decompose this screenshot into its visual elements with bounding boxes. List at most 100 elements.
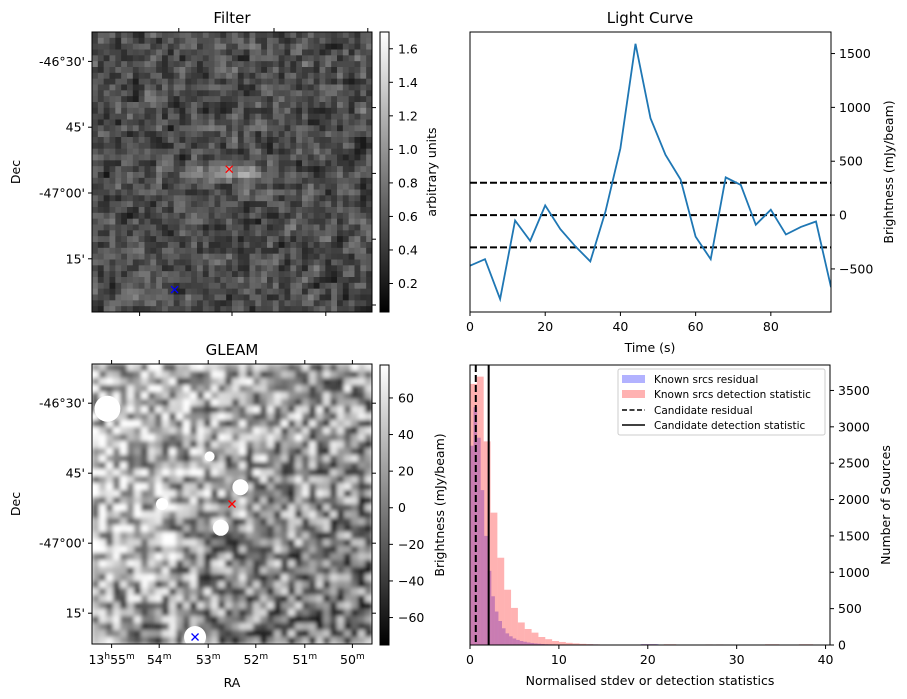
filter-pixel (296, 230, 303, 237)
gleam-y-tick-label: 15' (66, 606, 85, 621)
filter-pixel (307, 142, 315, 150)
gleam-pixel (288, 630, 296, 638)
filter-pixel (179, 242, 186, 249)
gleam-pixel (330, 448, 338, 456)
filter-pixel (214, 102, 221, 109)
gleam-pixel (253, 637, 261, 644)
filter-pixel (360, 259, 367, 266)
tick-superscript: m (308, 652, 317, 662)
filter-pixel (132, 201, 140, 208)
filter-pixel (296, 189, 303, 196)
gleam-pixel (253, 434, 261, 442)
gleam-pixel (204, 637, 212, 644)
filter-pixel (348, 300, 355, 307)
filter-pixel (342, 224, 350, 231)
filter-pixel (313, 306, 320, 313)
filter-pixel (337, 282, 344, 290)
filter-pixel (162, 32, 169, 39)
filter-pixel (366, 189, 373, 196)
filter-pixel (290, 212, 297, 220)
gleam-pixel (323, 504, 331, 512)
y-tick-label: 500 (839, 154, 863, 169)
gleam-pixel (358, 406, 366, 414)
gleam-pixel (120, 469, 128, 477)
gleam-pixel (218, 371, 226, 379)
filter-pixel (284, 294, 291, 301)
filter-pixel (261, 78, 268, 85)
filter-pixel (331, 265, 338, 272)
gleam-pixel (218, 448, 226, 456)
filter-pixel (156, 166, 163, 173)
gleam-pixel (337, 616, 345, 624)
gleam-x-ticks: 13h55m 54m 53m 52m 51m 50m (88, 360, 365, 667)
gleam-pixel (127, 483, 135, 491)
gleam-pixel (190, 609, 198, 617)
filter-pixel (325, 125, 332, 132)
filter-pixel (337, 160, 344, 167)
filter-pixel (255, 107, 262, 115)
gleam-pixel (197, 385, 205, 393)
gleam-pixel (246, 602, 254, 610)
histogram-bar (537, 643, 542, 645)
gleam-pixel (316, 511, 324, 519)
gleam-pixel (288, 609, 296, 617)
gleam-image (92, 364, 372, 644)
gleam-pixel (176, 581, 184, 589)
filter-pixel (115, 271, 122, 278)
filter-pixel (202, 107, 210, 115)
histogram-bar (545, 639, 553, 645)
filter-pixel (92, 84, 99, 91)
gleam-pixel (274, 441, 282, 449)
gleam-pixel (190, 399, 198, 407)
gleam-pixel (99, 364, 107, 372)
filter-pixel (220, 259, 227, 266)
filter-pixel (179, 189, 186, 196)
gleam-pixel (246, 560, 254, 568)
filter-pixel (173, 119, 180, 126)
filter-pixel (156, 265, 163, 272)
filter-pixel (208, 172, 215, 179)
gleam-pixel (344, 623, 352, 631)
gleam-pixel (197, 511, 205, 519)
gleam-pixel (106, 602, 114, 610)
gleam-pixel (134, 602, 142, 610)
filter-pixel (261, 259, 268, 266)
filter-pixel (272, 96, 280, 103)
gleam-pixel (288, 448, 296, 456)
filter-pixel (150, 32, 157, 39)
filter-pixel (127, 177, 134, 185)
gleam-pixel (281, 413, 289, 421)
filter-pixel (97, 218, 105, 225)
filter-pixel (325, 282, 332, 290)
gleam-pixel (197, 434, 205, 442)
filter-pixel (360, 288, 367, 295)
filter-pixel (156, 300, 163, 307)
filter-pixel (202, 113, 210, 120)
gleam-pixel (169, 462, 177, 470)
colorbar-tick-label: 0 (398, 500, 406, 515)
gleam-pixel (99, 630, 107, 638)
filter-pixel (337, 253, 344, 260)
filter-pixel (121, 61, 128, 68)
filter-pixel (115, 37, 122, 45)
filter-pixel (144, 43, 151, 50)
gleam-pixel (302, 630, 310, 638)
filter-pixel (267, 113, 274, 120)
filter-pixel (325, 142, 332, 150)
gleam-pixel (281, 455, 289, 463)
filter-pixel (97, 282, 105, 290)
gleam-pixel (169, 532, 177, 540)
filter-pixel (307, 55, 315, 62)
filter-pixel (302, 90, 309, 97)
filter-pixel (220, 294, 227, 301)
filter-pixel (348, 154, 355, 161)
gleam-pixel (337, 581, 345, 589)
filter-pixel (307, 160, 315, 167)
filter-pixel (173, 72, 180, 80)
x-marker-stroke (191, 633, 199, 641)
filter-pixel (313, 265, 320, 272)
gleam-pixel (232, 581, 240, 589)
filter-pixel (138, 154, 145, 161)
filter-pixel (342, 84, 350, 91)
gleam-pixel (218, 434, 226, 442)
